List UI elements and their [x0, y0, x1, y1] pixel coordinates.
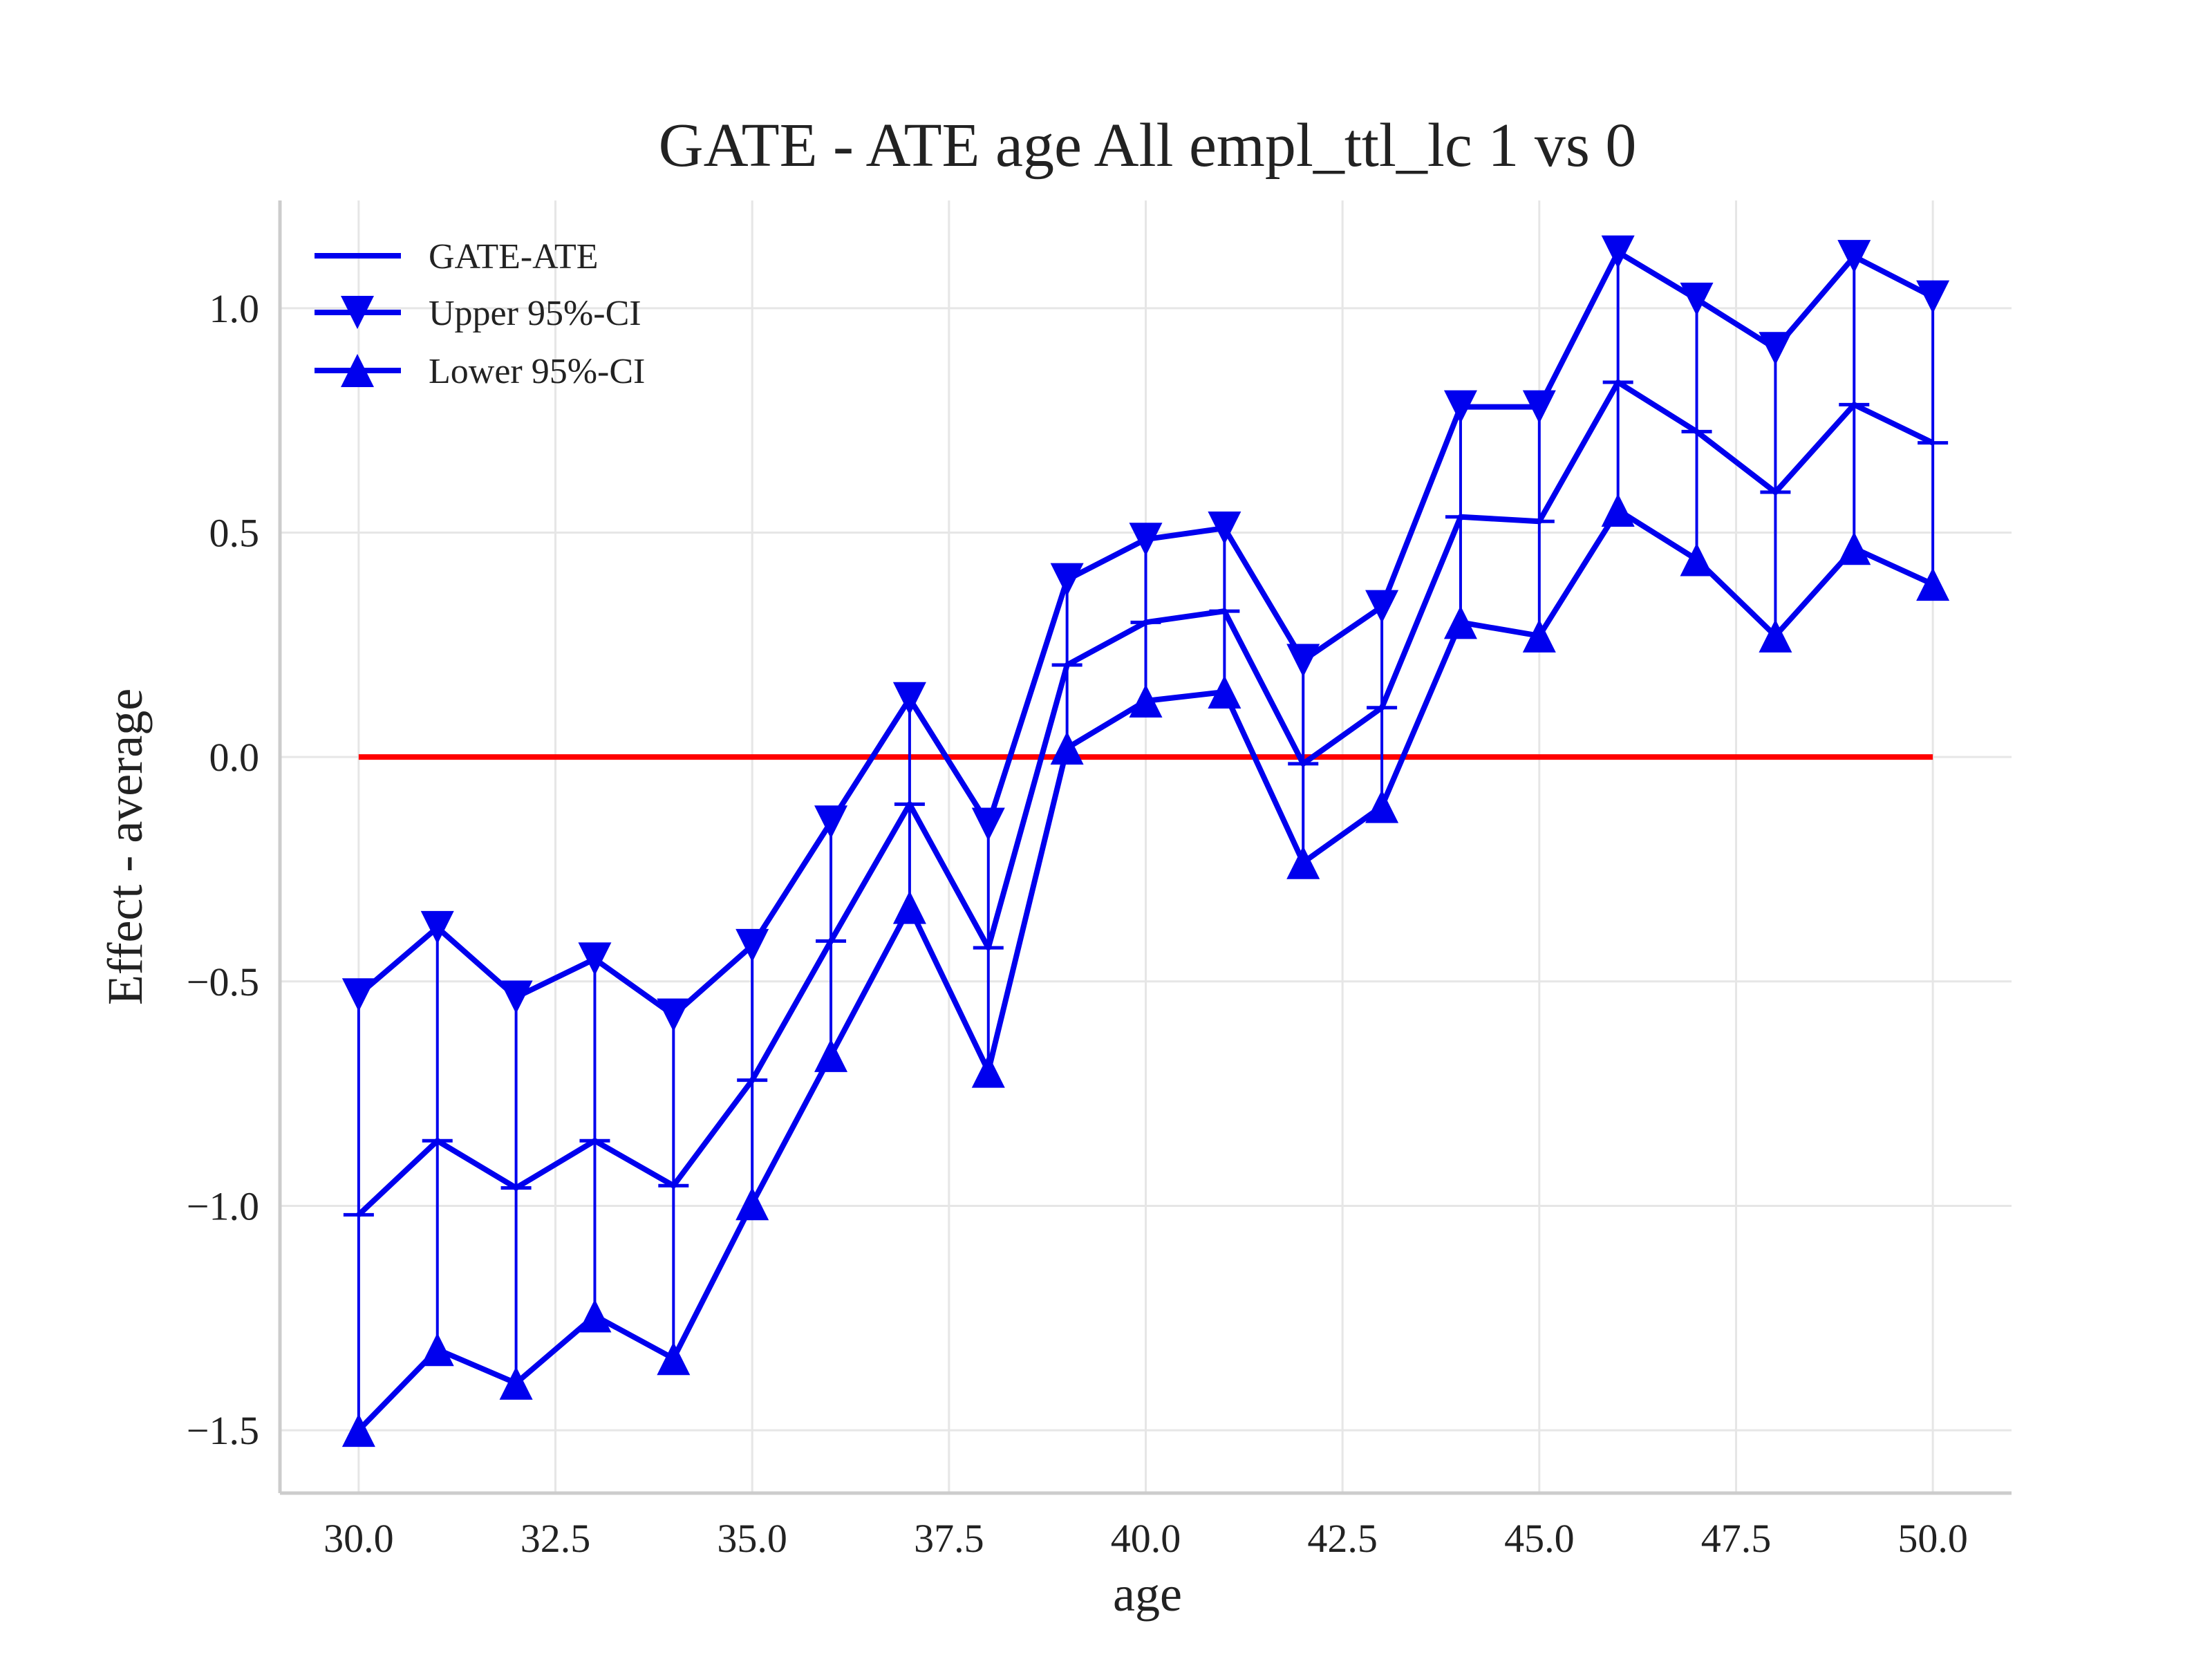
- lower-ci-point: [1286, 845, 1320, 879]
- upper-ci-point: [341, 978, 375, 1012]
- grid: [280, 200, 2012, 1493]
- x-tick-label: 35.0: [717, 1516, 787, 1561]
- x-tick-label: 45.0: [1504, 1516, 1575, 1561]
- tick-labels: 30.0 32.5 35.0 37.5 40.0 42.5 45.0 47.5 50.0 −1.5…: [187, 286, 1968, 1561]
- legend-marker-lower-ci: [341, 354, 374, 387]
- x-tick-label: 30.0: [324, 1516, 394, 1561]
- x-tick-label: 42.5: [1307, 1516, 1378, 1561]
- lower-ci-point: [971, 1054, 1005, 1088]
- upper-ci-point: [657, 998, 691, 1032]
- lower-ci-point: [1522, 619, 1556, 653]
- upper-ci-point: [971, 807, 1005, 841]
- lower-ci-point: [420, 1333, 454, 1367]
- upper-ci-point: [735, 928, 769, 962]
- y-tick-label: −0.5: [187, 959, 259, 1004]
- lower-ci-point: [1916, 568, 1950, 601]
- y-tick-label: −1.5: [187, 1408, 259, 1453]
- legend-label-upper-ci: Upper 95%-CI: [429, 294, 641, 333]
- upper-ci-point: [1522, 390, 1556, 424]
- lower-ci-point: [1837, 532, 1871, 565]
- upper-ci-point: [1916, 280, 1950, 314]
- upper-ci-point: [1837, 240, 1871, 274]
- lower-ci-point: [578, 1299, 612, 1333]
- upper-ci-point: [1208, 511, 1241, 545]
- upper-ci-point: [1601, 235, 1635, 269]
- lower-ci-point: [1208, 675, 1241, 709]
- x-tick-label: 37.5: [914, 1516, 984, 1561]
- upper-ci-point: [1759, 332, 1792, 366]
- legend-marker-upper-ci: [341, 296, 374, 329]
- axes: [278, 200, 2012, 1495]
- y-tick-label: −1.0: [187, 1183, 259, 1228]
- upper-ci-point: [420, 910, 454, 944]
- lower-ci-point: [1129, 684, 1163, 718]
- upper-ci-point: [1365, 590, 1399, 624]
- y-tick-label: 1.0: [209, 286, 260, 331]
- lower-ci-point: [1365, 789, 1399, 823]
- lower-ci-point: [657, 1342, 691, 1376]
- legend-label-lower-ci: Lower 95%-CI: [429, 352, 645, 391]
- upper-ci-point: [1680, 282, 1714, 316]
- upper-ci-point: [499, 980, 533, 1014]
- series-group: [341, 235, 1950, 1447]
- legend-label-gate-ate: GATE-ATE: [429, 237, 599, 276]
- x-tick-label: 32.5: [521, 1516, 591, 1561]
- x-axis-label: age: [1113, 1566, 1182, 1622]
- lower-ci-point: [1759, 619, 1792, 653]
- y-axis-label: Effect - average: [97, 688, 153, 1005]
- upper-ci-point: [814, 805, 848, 839]
- x-tick-label: 47.5: [1701, 1516, 1772, 1561]
- y-tick-label: 0.5: [209, 510, 260, 555]
- y-tick-label: 0.0: [209, 735, 260, 780]
- legend: GATE-ATE Upper 95%-CI Lower 95%-CI: [315, 237, 645, 391]
- upper-ci-point: [1050, 563, 1084, 597]
- lower-ci-point: [1601, 494, 1635, 527]
- lower-ci-point: [892, 890, 926, 924]
- upper-ci-point: [1443, 390, 1477, 424]
- lower-ci-point: [1443, 606, 1477, 639]
- lower-ci-point: [341, 1414, 375, 1447]
- lower-ci-point: [1050, 731, 1084, 765]
- x-tick-label: 50.0: [1897, 1516, 1968, 1561]
- x-tick-label: 40.0: [1111, 1516, 1181, 1561]
- upper-ci-point: [578, 942, 612, 976]
- upper-ci-point: [1129, 523, 1163, 556]
- chart-title: GATE - ATE age All empl_ttl_lc 1 vs 0: [659, 111, 1637, 180]
- lower-ci-point: [814, 1038, 848, 1072]
- lower-ci-point: [1680, 543, 1714, 577]
- upper-ci-point: [892, 682, 926, 715]
- lower-ci-point: [499, 1366, 533, 1400]
- upper-ci-point: [1286, 644, 1320, 677]
- lower-ci-point: [735, 1187, 769, 1221]
